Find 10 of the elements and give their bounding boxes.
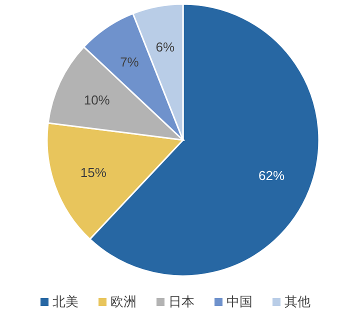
legend-label: 中国 xyxy=(226,294,252,309)
data-label: 15% xyxy=(80,165,107,180)
legend-label: 日本 xyxy=(168,294,194,309)
data-label: 10% xyxy=(84,92,110,108)
data-label: 62% xyxy=(258,168,285,184)
data-label: 7% xyxy=(120,54,140,70)
data-label: 6% xyxy=(156,39,175,54)
legend-label: 北美 xyxy=(52,294,78,309)
legend-label: 欧洲 xyxy=(110,294,136,309)
legend-label: 其他 xyxy=(284,294,310,309)
